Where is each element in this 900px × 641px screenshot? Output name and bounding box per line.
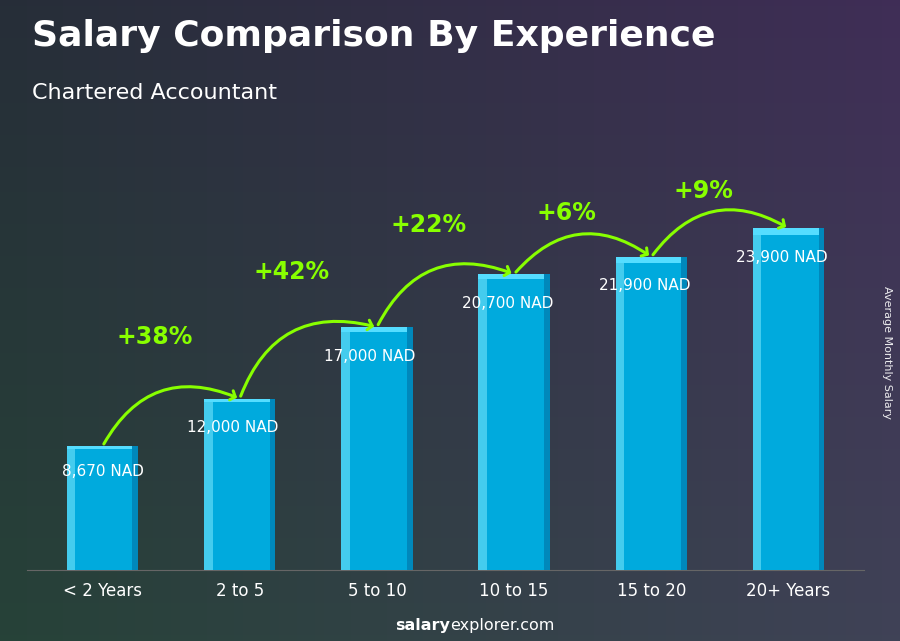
Text: +38%: +38% (116, 324, 193, 349)
Text: Salary Comparison By Experience: Salary Comparison By Experience (32, 19, 715, 53)
Bar (616, 257, 687, 570)
Bar (67, 446, 138, 449)
Text: +6%: +6% (536, 201, 596, 226)
Text: +42%: +42% (254, 260, 330, 284)
Bar (341, 327, 412, 570)
Text: 23,900 NAD: 23,900 NAD (736, 250, 827, 265)
Bar (681, 257, 687, 570)
Bar (753, 228, 824, 570)
Text: 8,670 NAD: 8,670 NAD (61, 463, 143, 479)
Bar (479, 274, 487, 570)
Text: 20,700 NAD: 20,700 NAD (462, 296, 553, 311)
Text: explorer.com: explorer.com (450, 618, 554, 633)
Bar (407, 327, 412, 570)
Bar (204, 399, 212, 570)
Text: 21,900 NAD: 21,900 NAD (598, 278, 690, 294)
Text: +22%: +22% (391, 213, 467, 237)
Bar (132, 446, 138, 570)
Bar (270, 399, 275, 570)
Text: 17,000 NAD: 17,000 NAD (324, 349, 416, 363)
Bar (204, 399, 275, 402)
Text: Average Monthly Salary: Average Monthly Salary (881, 286, 892, 419)
Text: +9%: +9% (673, 179, 734, 203)
Bar (818, 228, 824, 570)
Text: salary: salary (395, 618, 450, 633)
Bar (616, 257, 625, 570)
Bar (616, 257, 687, 263)
Bar (341, 327, 412, 331)
Bar (67, 446, 76, 570)
Text: 12,000 NAD: 12,000 NAD (187, 420, 278, 435)
Bar (753, 228, 824, 235)
Bar (753, 228, 761, 570)
Bar (544, 274, 550, 570)
Bar (479, 274, 550, 279)
Bar (341, 327, 350, 570)
Bar (67, 446, 138, 570)
Bar (479, 274, 550, 570)
Bar (204, 399, 275, 570)
Text: Chartered Accountant: Chartered Accountant (32, 83, 276, 103)
